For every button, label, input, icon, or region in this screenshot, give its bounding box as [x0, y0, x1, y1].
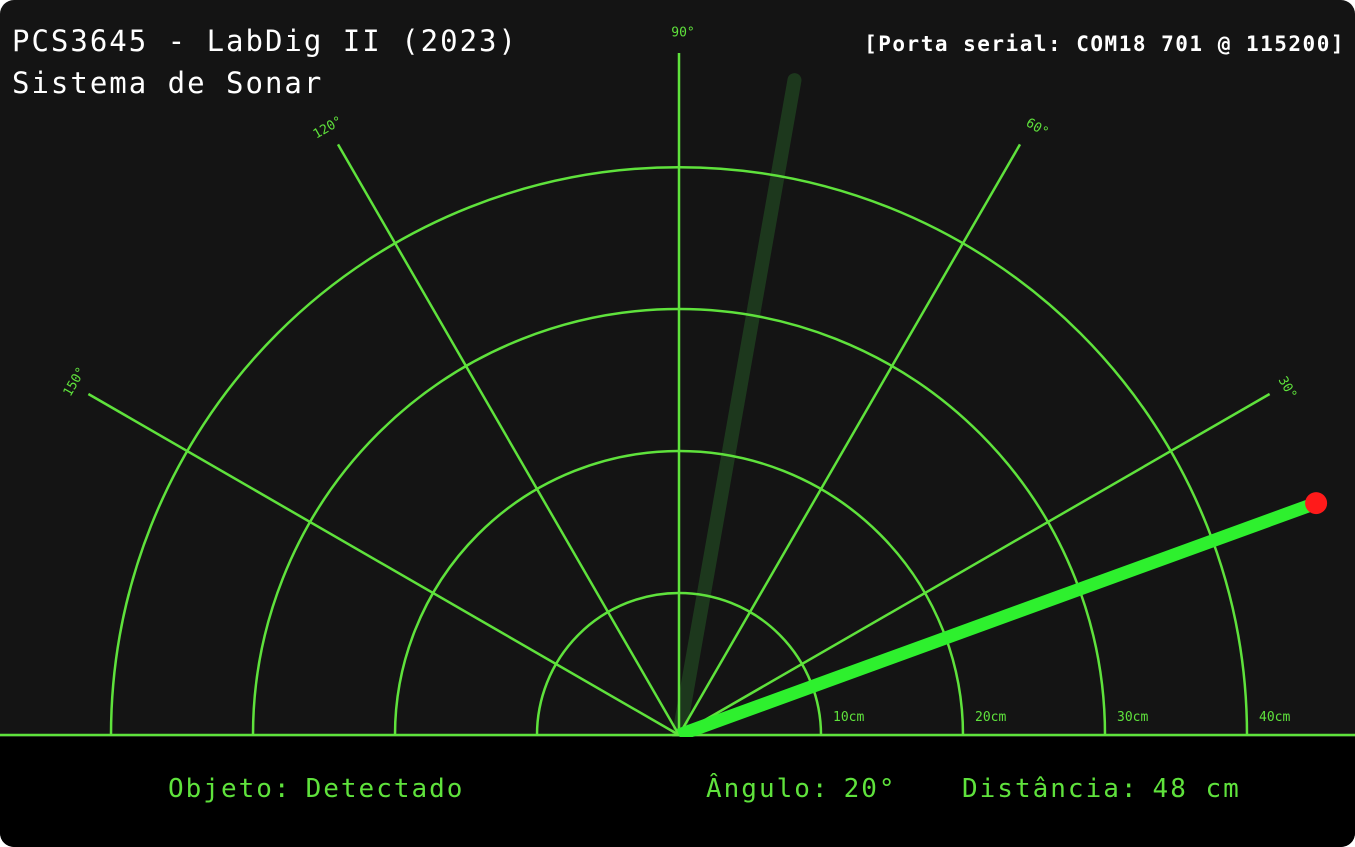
- distance-label: Distância:: [962, 774, 1139, 804]
- object-status: Objeto: Detectado: [168, 774, 464, 804]
- object-label: Objeto:: [168, 774, 292, 804]
- angle-label-90: 90°: [671, 26, 694, 41]
- serial-port-status: [Porta serial: COM18 701 @ 115200]: [864, 32, 1345, 56]
- trail-line: [672, 73, 802, 742]
- angle-spoke-120: [336, 143, 681, 736]
- angle-label-60: 60°: [1023, 116, 1051, 141]
- app-title: PCS3645 - LabDig II (2023): [12, 24, 518, 58]
- distance-value: 48 cm: [1152, 774, 1241, 804]
- angle-spoke-150: [87, 392, 680, 737]
- radar-grid: [0, 53, 1355, 737]
- sweep-layer: [676, 492, 1328, 742]
- sweep-line: [676, 497, 1319, 742]
- angle-label-120: 120°: [311, 114, 346, 143]
- target-marker: [1305, 492, 1328, 515]
- range-label-3: 30cm: [1117, 710, 1148, 725]
- angle-spoke-30: [678, 392, 1271, 737]
- status-bar: [0, 737, 1355, 847]
- distance-status: Distância: 48 cm: [962, 774, 1241, 804]
- angle-label-30: 30°: [1275, 374, 1300, 402]
- angle-label: Ângulo:: [706, 774, 830, 804]
- object-value: Detectado: [305, 774, 465, 804]
- app-subtitle: Sistema de Sonar: [12, 66, 324, 100]
- fading-trail: [672, 73, 802, 742]
- angle-status: Ângulo: 20°: [706, 774, 897, 804]
- range-label-2: 20cm: [975, 710, 1006, 725]
- range-label-4: 40cm: [1259, 710, 1290, 725]
- range-label-1: 10cm: [833, 710, 864, 725]
- angle-label-150: 150°: [61, 365, 90, 400]
- angle-spoke-60: [677, 143, 1022, 736]
- angle-value: 20°: [843, 774, 897, 804]
